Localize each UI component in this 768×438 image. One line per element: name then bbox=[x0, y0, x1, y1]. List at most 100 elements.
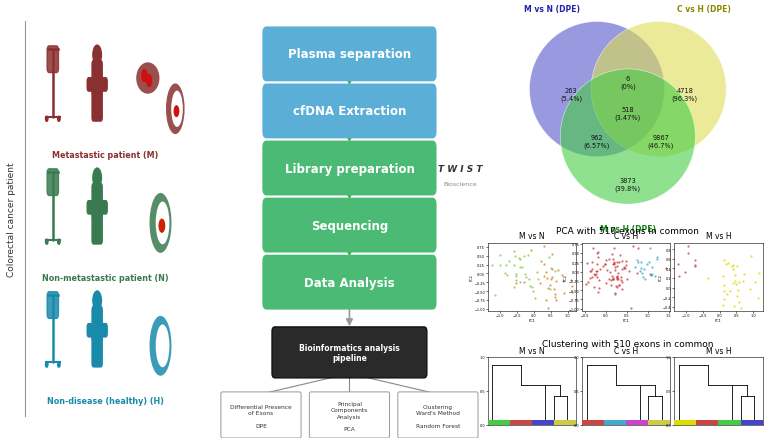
Point bbox=[525, 247, 538, 254]
Point bbox=[660, 265, 673, 272]
Point bbox=[508, 248, 520, 255]
Point bbox=[597, 263, 609, 270]
Point bbox=[722, 260, 734, 267]
Ellipse shape bbox=[136, 63, 160, 95]
Point bbox=[615, 274, 627, 281]
Point bbox=[514, 256, 526, 263]
Point bbox=[585, 268, 598, 275]
Point bbox=[616, 279, 628, 286]
Point bbox=[635, 265, 647, 272]
Point bbox=[733, 279, 745, 286]
Point bbox=[549, 291, 561, 298]
Text: cfDNA Extraction: cfDNA Extraction bbox=[293, 105, 406, 118]
Point bbox=[599, 261, 611, 268]
FancyBboxPatch shape bbox=[87, 323, 96, 338]
Circle shape bbox=[58, 362, 60, 367]
Point bbox=[637, 274, 649, 281]
Point bbox=[606, 251, 618, 258]
Text: 518
(3.47%): 518 (3.47%) bbox=[614, 107, 641, 120]
Point bbox=[545, 276, 557, 283]
Point bbox=[738, 271, 750, 278]
Bar bbox=[626, 420, 648, 425]
Point bbox=[528, 294, 541, 301]
Text: Metastastic patient (M): Metastastic patient (M) bbox=[52, 151, 159, 160]
Point bbox=[565, 283, 578, 290]
Point bbox=[607, 256, 619, 263]
Point bbox=[623, 268, 635, 275]
Text: C vs H: C vs H bbox=[614, 346, 638, 355]
Text: Data Analysis: Data Analysis bbox=[304, 276, 395, 289]
Point bbox=[611, 275, 624, 282]
Circle shape bbox=[158, 219, 165, 233]
Point bbox=[611, 273, 623, 280]
FancyBboxPatch shape bbox=[91, 333, 99, 368]
Point bbox=[621, 276, 633, 283]
X-axis label: PC1: PC1 bbox=[715, 318, 722, 322]
Point bbox=[500, 262, 512, 269]
Text: Non-metastastic patient (N): Non-metastastic patient (N) bbox=[42, 274, 169, 283]
Point bbox=[607, 261, 620, 268]
Point bbox=[610, 283, 622, 290]
Point bbox=[587, 245, 599, 252]
Point bbox=[682, 250, 694, 257]
Point bbox=[535, 258, 548, 265]
Point bbox=[566, 289, 578, 296]
FancyBboxPatch shape bbox=[91, 210, 99, 245]
Point bbox=[673, 272, 685, 279]
Point bbox=[621, 258, 633, 265]
FancyBboxPatch shape bbox=[272, 327, 427, 378]
Text: 6
(0%): 6 (0%) bbox=[620, 76, 636, 89]
FancyBboxPatch shape bbox=[398, 392, 478, 438]
Text: M vs N (DPE): M vs N (DPE) bbox=[524, 5, 580, 14]
Text: M vs N: M vs N bbox=[519, 346, 545, 355]
Point bbox=[527, 288, 539, 295]
Point bbox=[591, 254, 604, 261]
Point bbox=[607, 260, 620, 267]
Point bbox=[637, 266, 650, 273]
Circle shape bbox=[92, 45, 102, 66]
Point bbox=[604, 269, 616, 276]
Bar bbox=[488, 420, 510, 425]
Text: Library preparation: Library preparation bbox=[284, 162, 415, 175]
Point bbox=[625, 304, 637, 311]
Point bbox=[611, 276, 624, 283]
Point bbox=[611, 284, 623, 291]
Point bbox=[717, 272, 730, 279]
Point bbox=[591, 261, 603, 268]
Point bbox=[604, 277, 617, 284]
Point bbox=[607, 275, 619, 282]
Point bbox=[718, 257, 730, 264]
Text: PCA with 510 exons in common: PCA with 510 exons in common bbox=[556, 226, 700, 235]
Point bbox=[526, 284, 538, 291]
Point bbox=[551, 267, 564, 274]
Point bbox=[594, 266, 606, 273]
Point bbox=[745, 253, 757, 260]
Text: C vs H: C vs H bbox=[614, 232, 638, 241]
Text: Plasma separation: Plasma separation bbox=[288, 48, 411, 61]
Point bbox=[672, 261, 684, 268]
Circle shape bbox=[561, 70, 695, 205]
FancyBboxPatch shape bbox=[91, 61, 103, 97]
Point bbox=[591, 274, 603, 281]
Point bbox=[616, 258, 628, 265]
Point bbox=[731, 263, 743, 270]
FancyBboxPatch shape bbox=[263, 198, 436, 253]
Point bbox=[733, 299, 745, 306]
Point bbox=[638, 276, 650, 283]
Point bbox=[646, 271, 658, 278]
Point bbox=[502, 258, 515, 265]
Point bbox=[581, 279, 594, 286]
Point bbox=[523, 276, 535, 283]
Point bbox=[513, 255, 525, 262]
Point bbox=[548, 285, 561, 292]
Point bbox=[617, 265, 630, 272]
Point bbox=[614, 282, 626, 289]
Point bbox=[727, 279, 740, 286]
Point bbox=[518, 253, 530, 260]
Point bbox=[508, 262, 521, 269]
Point bbox=[643, 259, 655, 266]
Text: Principal
Components
Analysis

PCA: Principal Components Analysis PCA bbox=[331, 401, 368, 431]
Point bbox=[727, 262, 740, 269]
Point bbox=[593, 277, 605, 284]
Point bbox=[539, 269, 551, 276]
